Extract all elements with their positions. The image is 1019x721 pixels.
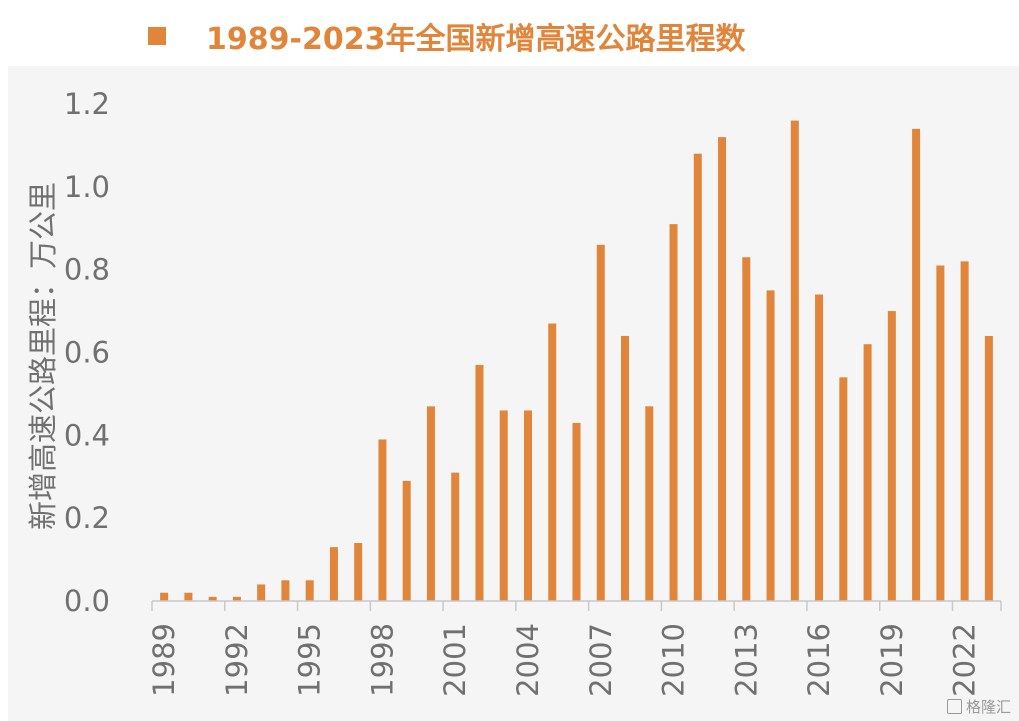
bar-2021 bbox=[936, 265, 945, 601]
bar-1997 bbox=[354, 543, 363, 601]
bar-2017 bbox=[839, 377, 848, 601]
bar-2004 bbox=[523, 410, 532, 601]
x-tick-label: 2007 bbox=[584, 623, 618, 697]
x-tick-label: 1989 bbox=[147, 623, 181, 697]
y-tick-label: 1.2 bbox=[64, 87, 110, 121]
x-tick-label: 2004 bbox=[511, 623, 545, 697]
x-tick-label: 1998 bbox=[365, 623, 399, 697]
bar-2009 bbox=[645, 406, 654, 601]
bar-2001 bbox=[451, 472, 460, 601]
chart-title: 1989-2023年全国新增高速公路里程数 bbox=[206, 22, 746, 57]
bar-1998 bbox=[378, 439, 387, 601]
bars bbox=[160, 120, 993, 602]
plot-background bbox=[8, 66, 1019, 721]
bar-2011 bbox=[693, 153, 702, 601]
bar-2018 bbox=[863, 344, 872, 601]
legend: 1989-2023年全国新增高速公路里程数 bbox=[148, 14, 745, 58]
bar-2015 bbox=[790, 120, 799, 601]
bar-1994 bbox=[281, 580, 290, 601]
x-tick-label: 1995 bbox=[293, 623, 327, 697]
x-tick-label: 2010 bbox=[657, 623, 691, 697]
y-tick-label: 1.0 bbox=[64, 170, 110, 204]
bar-1993 bbox=[257, 584, 266, 601]
x-tick-label: 1992 bbox=[220, 623, 254, 697]
bar-2008 bbox=[621, 335, 630, 601]
bar-1996 bbox=[329, 547, 338, 601]
bar-2020 bbox=[912, 128, 921, 601]
y-tick-label: 0.2 bbox=[64, 501, 110, 535]
bar-1995 bbox=[305, 580, 314, 601]
bar-2019 bbox=[887, 311, 896, 601]
bar-2010 bbox=[669, 224, 678, 602]
y-tick-label: 0.4 bbox=[64, 418, 110, 452]
bar-1991 bbox=[208, 596, 217, 601]
x-axis bbox=[151, 600, 1002, 611]
x-tick-label: 2016 bbox=[802, 623, 836, 697]
bar-2000 bbox=[426, 406, 435, 601]
y-tick-label: 0.8 bbox=[64, 253, 110, 287]
bar-2002 bbox=[475, 364, 484, 601]
bar-2016 bbox=[815, 294, 824, 601]
y-axis-title: 新增高速公路里程：万公里 bbox=[26, 182, 60, 530]
watermark-logo-icon bbox=[946, 699, 962, 714]
watermark-text: 格隆汇 bbox=[965, 698, 1011, 716]
bar-1989 bbox=[160, 592, 169, 601]
bar-2022 bbox=[960, 261, 969, 601]
bar-2005 bbox=[548, 323, 557, 601]
bar-2003 bbox=[499, 410, 508, 601]
x-tick-label: 2019 bbox=[875, 623, 909, 697]
bar-2006 bbox=[572, 422, 581, 601]
x-tick-label: 2001 bbox=[438, 623, 472, 697]
bar-2007 bbox=[596, 244, 605, 601]
y-tick-label: 0.0 bbox=[64, 584, 110, 618]
bar-1990 bbox=[184, 592, 193, 601]
bar-2012 bbox=[718, 137, 727, 601]
bar-1999 bbox=[402, 480, 411, 601]
legend-swatch bbox=[148, 27, 166, 45]
watermark: 格隆汇 bbox=[946, 696, 1011, 717]
y-tick-label: 0.6 bbox=[64, 336, 110, 370]
x-tick-label: 2013 bbox=[729, 623, 763, 697]
bar-2014 bbox=[766, 290, 775, 602]
bar-2013 bbox=[742, 257, 751, 601]
x-tick-labels: 1989 1992 1995 1998 2001 2004 2007 2010 2013 2016… bbox=[147, 623, 982, 697]
bar-1992 bbox=[232, 596, 241, 601]
bar-2023 bbox=[984, 335, 993, 601]
y-tick-labels: 0.0 0.2 0.4 0.6 0.8 1.0 1.2 bbox=[64, 87, 110, 618]
x-tick-label: 2022 bbox=[948, 623, 982, 697]
